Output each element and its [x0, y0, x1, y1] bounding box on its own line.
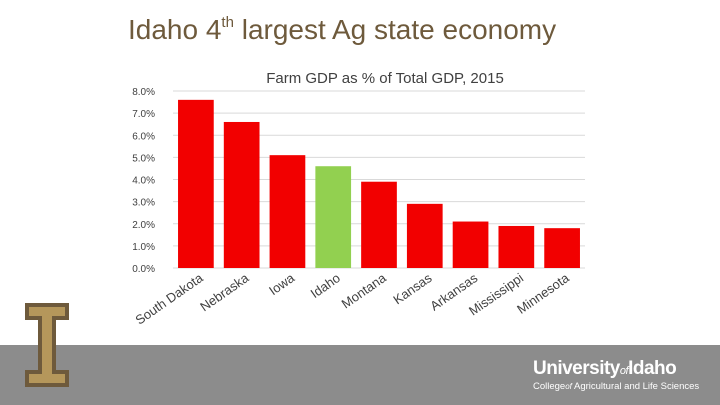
x-tick-label: Nebraska: [197, 270, 252, 315]
bar-chart: Farm GDP as % of Total GDP, 2015 0.0% 1.0%…: [132, 70, 585, 328]
university-logo-icon: [25, 303, 69, 387]
bar: [498, 225, 535, 268]
bar: [544, 228, 580, 268]
y-tick-label: 4.0%: [132, 176, 155, 187]
footer-bar: [0, 345, 720, 405]
bar: [269, 155, 306, 268]
bar: [452, 221, 489, 268]
y-tick-label: 0.0%: [132, 264, 155, 275]
y-tick-label: 2.0%: [132, 220, 155, 231]
x-tick-label: Minnesota: [514, 270, 572, 317]
college-name: Collegeof Agricultural and Life Sciences: [533, 381, 700, 392]
y-tick-label: 7.0%: [132, 109, 155, 120]
bar: [315, 166, 352, 268]
x-tick-label: Idaho: [308, 270, 343, 301]
chart-title: Farm GDP as % of Total GDP, 2015: [266, 70, 504, 87]
bar: [361, 181, 397, 268]
bar: [223, 121, 260, 268]
y-tick-label: 3.0%: [132, 198, 155, 209]
bar: [406, 203, 443, 268]
y-tick-label: 5.0%: [132, 153, 155, 164]
slide-title: Idaho 4th largest Ag state economy: [128, 14, 557, 45]
university-name: UniversityofIdaho: [533, 358, 677, 379]
university-wordmark: UniversityofIdaho Collegeof Agricultural…: [533, 358, 699, 392]
x-tick-label: Iowa: [266, 270, 298, 298]
y-tick-label: 8.0%: [132, 87, 155, 98]
x-tick-label: South Dakota: [132, 270, 206, 328]
x-tick-label: Montana: [339, 270, 390, 312]
y-tick-label: 6.0%: [132, 131, 155, 142]
y-tick-label: 1.0%: [132, 242, 155, 253]
bar: [178, 99, 214, 268]
